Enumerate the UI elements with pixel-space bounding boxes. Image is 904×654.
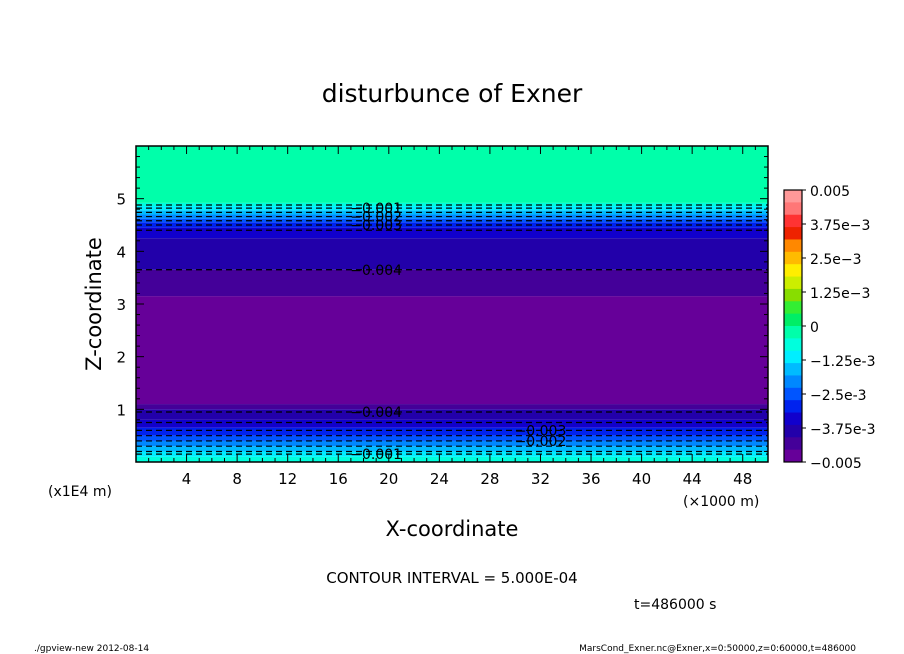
colorbar-segment-7 — [784, 276, 802, 290]
contour-label-7: −0.004 — [350, 405, 402, 421]
x-tick-label-8: 36 — [581, 470, 600, 488]
contour-fill-10 — [136, 269, 768, 297]
colorbar-label-5: −1.25e-3 — [810, 354, 875, 370]
time-label: t=486000 s — [634, 597, 716, 613]
x-tick-label-7: 32 — [531, 470, 550, 488]
contour-label-10: −0.003 — [350, 218, 402, 234]
colorbar-label-8: −0.005 — [810, 456, 862, 472]
y-tick-label-1: 2 — [116, 349, 126, 367]
colorbar-label-0: 0.005 — [810, 184, 850, 200]
colorbar-segment-8 — [784, 288, 802, 302]
colorbar-segment-6 — [784, 264, 802, 278]
contour-fill-2 — [136, 446, 768, 452]
colorbar-label-3: 1.25e−3 — [810, 286, 870, 302]
x-tick-label-1: 8 — [232, 470, 242, 488]
x-tick-label-6: 28 — [480, 470, 499, 488]
colorbar-segment-4 — [784, 239, 802, 253]
contour-label-8: −0.004 — [350, 263, 402, 279]
colorbar-label-4: 0 — [810, 320, 819, 336]
colorbar: 0.005 3.75e−3 2.5e−3 1.25e−3 0 −1.25e-3 −2.5e-… — [783, 184, 875, 472]
colorbar-segment-13 — [784, 350, 802, 364]
source-info: MarsCond_Exner.nc@Exner,x=0:50000,z=0:60… — [579, 644, 856, 654]
colorbar-segment-14 — [784, 363, 802, 376]
colorbar-segment-12 — [784, 338, 802, 352]
contour-interval-note: CONTOUR INTERVAL = 5.000E-04 — [326, 569, 577, 587]
colorbar-segment-20 — [784, 437, 802, 451]
chart-title: disturbunce of Exner — [322, 79, 583, 108]
colorbar-segment-5 — [784, 251, 802, 265]
x-tick-label-5: 24 — [430, 470, 449, 488]
colorbar-segment-16 — [784, 387, 802, 401]
colorbar-segment-3 — [784, 227, 802, 240]
contour-lines: −0.001−0.002−0.003−0.004−0.004−0.003−0.0… — [136, 201, 768, 463]
colorbar-label-2: 2.5e−3 — [810, 252, 862, 268]
colorbar-segment-2 — [784, 214, 802, 228]
x-tick-label-11: 48 — [733, 470, 752, 488]
colorbar-segment-11 — [784, 326, 802, 339]
x-tick-label-0: 4 — [182, 470, 192, 488]
contour-fill-6 — [136, 419, 768, 428]
contour-fill-5 — [136, 427, 768, 436]
contour-fill-4 — [136, 435, 768, 441]
y-axis-label: Z-coordinate — [82, 237, 106, 371]
program-info: ./gpview-new 2012-08-14 — [34, 644, 149, 654]
y-tick-label-2: 3 — [116, 296, 126, 314]
colorbar-label-7: −3.75e-3 — [810, 422, 875, 438]
colorbar-segment-17 — [784, 400, 802, 414]
colorbar-segment-9 — [784, 301, 802, 315]
y-tick-label-4: 5 — [116, 191, 126, 209]
colorbar-segment-1 — [784, 202, 802, 216]
x-axis-unit: (×1000 m) — [683, 494, 759, 510]
y-axis-unit: (x1E4 m) — [48, 484, 112, 500]
y-tick-label-3: 4 — [116, 243, 126, 261]
contour-fill-3 — [136, 440, 768, 447]
contour-label-12: −0.002 — [350, 210, 402, 226]
colorbar-segment-19 — [784, 424, 802, 438]
x-tick-label-2: 12 — [278, 470, 297, 488]
contour-label-14: −0.001 — [350, 201, 402, 217]
x-tick-label-9: 40 — [632, 470, 651, 488]
x-tick-label-4: 20 — [379, 470, 398, 488]
contour-fill-9 — [136, 296, 768, 405]
colorbar-segment-0 — [784, 190, 802, 203]
contour-fill-7 — [136, 409, 768, 420]
contour-fill-8 — [136, 404, 768, 410]
colorbar-segment-18 — [784, 412, 802, 426]
colorbar-label-6: −2.5e-3 — [810, 388, 867, 404]
colorbar-segment-15 — [784, 375, 802, 389]
contour-fill-19 — [136, 146, 768, 203]
x-axis-label: X-coordinate — [386, 517, 519, 541]
contour-fill-11 — [136, 238, 768, 270]
plot-area — [136, 146, 768, 462]
x-tick-label-3: 16 — [329, 470, 348, 488]
contour-label-3: −0.002 — [515, 434, 567, 450]
x-tick-label-10: 44 — [683, 470, 702, 488]
contour-label-5: −0.003 — [515, 423, 567, 439]
contour-fill-12 — [136, 227, 768, 239]
colorbar-segment-10 — [784, 313, 802, 327]
colorbar-label-1: 3.75e−3 — [810, 218, 870, 234]
colorbar-segment-21 — [784, 449, 802, 463]
y-tick-label-0: 1 — [116, 401, 126, 419]
